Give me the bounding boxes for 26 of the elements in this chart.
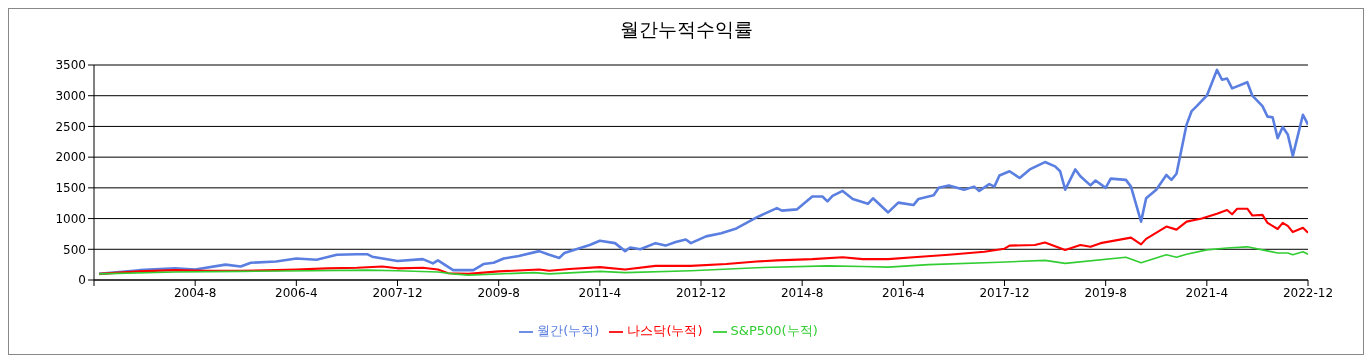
chart-title: 월간누적수익률 — [618, 17, 754, 42]
y-tick-label: 3000 — [55, 88, 86, 103]
legend-label: S&P500(누적) — [730, 323, 818, 338]
x-tick-label: 2019-8 — [1084, 285, 1127, 300]
x-tick-label: 2006-4 — [275, 285, 318, 300]
y-tick-label: 2500 — [55, 119, 86, 134]
legend-label: 나스닥(누적) — [627, 323, 703, 338]
y-tick-label: 3500 — [55, 58, 86, 73]
x-tick-label: 2007-12 — [372, 285, 423, 300]
y-tick-label: 1500 — [55, 181, 86, 196]
y-tick-label: 0 — [78, 273, 86, 288]
x-tick-label: 2022-12 — [1282, 285, 1334, 300]
line-series — [98, 246, 1308, 276]
legend-label: 월간(누적) — [537, 323, 600, 338]
y-tick-label: 2000 — [55, 150, 86, 165]
y-tick-label: 500 — [63, 242, 86, 257]
x-tick-label: 2004-8 — [173, 285, 217, 300]
x-tick-label: 2017-12 — [979, 285, 1030, 300]
x-tick-label: 2021-4 — [1185, 285, 1229, 300]
x-tick-label: 2011-4 — [578, 285, 622, 300]
x-tick-label: 2012-12 — [675, 285, 727, 300]
x-tick-label: 2016-4 — [882, 285, 925, 300]
y-tick-label: 1000 — [55, 211, 86, 226]
x-tick-label: 2009-8 — [477, 285, 520, 300]
line-series — [97, 68, 1308, 276]
x-tick-label: 2014-8 — [780, 285, 824, 300]
